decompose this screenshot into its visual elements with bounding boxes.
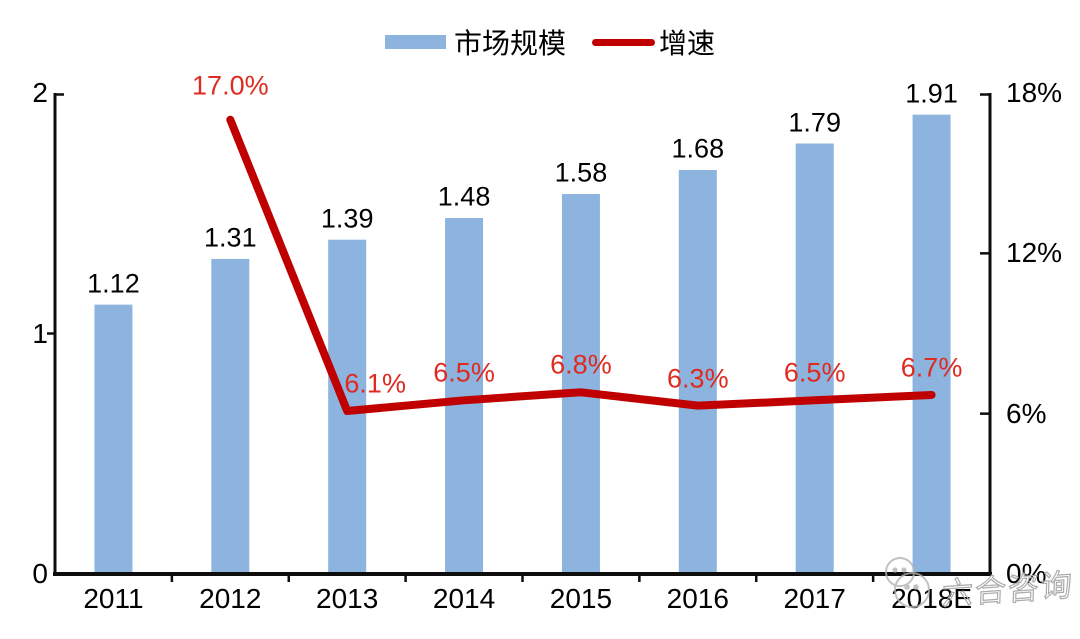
line-value-label: 6.1%	[344, 368, 406, 399]
bar-value-label: 1.79	[788, 107, 841, 137]
bar-2016	[678, 169, 717, 574]
line-value-label: 6.8%	[550, 349, 612, 380]
y-left-tick-label: 0	[32, 558, 48, 589]
y-right-tick-label: 0%	[1006, 558, 1047, 589]
bar-value-label: 1.68	[671, 133, 725, 164]
legend-line-swatch	[592, 38, 656, 46]
x-tick-label: 2013	[316, 583, 379, 614]
bar-value-label: 1.31	[204, 222, 257, 253]
bar-value-label: 1.39	[320, 203, 374, 234]
x-tick-label: 2015	[549, 583, 613, 614]
bar-2011	[94, 304, 133, 574]
growth-line	[226, 115, 936, 415]
bar-2017	[795, 143, 834, 574]
x-tick-label: 2016	[666, 583, 729, 614]
line-value-label: 17.0%	[192, 70, 269, 101]
x-tick-label: 2012	[199, 583, 262, 614]
y-left-tick-label: 1	[32, 317, 48, 349]
legend-line-label: 增速	[659, 28, 716, 59]
line-value-label: 6.5%	[783, 357, 846, 388]
bar-value-label: 1.12	[87, 268, 140, 299]
chart-legend: 市场规模 增速	[385, 22, 715, 62]
y-right-tick-label: 18%	[1006, 77, 1063, 108]
bar-2018E	[912, 114, 951, 575]
bar-value-label: 1.58	[554, 157, 608, 188]
x-tick-label: 2018E	[891, 583, 973, 614]
legend-bar-swatch	[385, 35, 446, 49]
legend-bar-label: 市场规模	[454, 28, 567, 59]
line-value-label: 6.5%	[433, 357, 495, 388]
bar-2012	[211, 258, 250, 574]
line-value-label: 6.3%	[667, 363, 729, 394]
y-right-tick-label: 6%	[1006, 397, 1047, 429]
line-value-label: 6.7%	[900, 352, 963, 383]
bar-value-label: 1.91	[905, 78, 958, 109]
x-tick-label: 2017	[783, 583, 846, 614]
x-tick-label: 2011	[83, 583, 144, 614]
x-tick-label: 2014	[432, 583, 496, 614]
bar-2015	[561, 194, 600, 574]
bar-value-label: 1.48	[437, 181, 491, 212]
y-right-tick-label: 12%	[1006, 237, 1063, 269]
y-left-tick-label: 2	[32, 77, 48, 108]
